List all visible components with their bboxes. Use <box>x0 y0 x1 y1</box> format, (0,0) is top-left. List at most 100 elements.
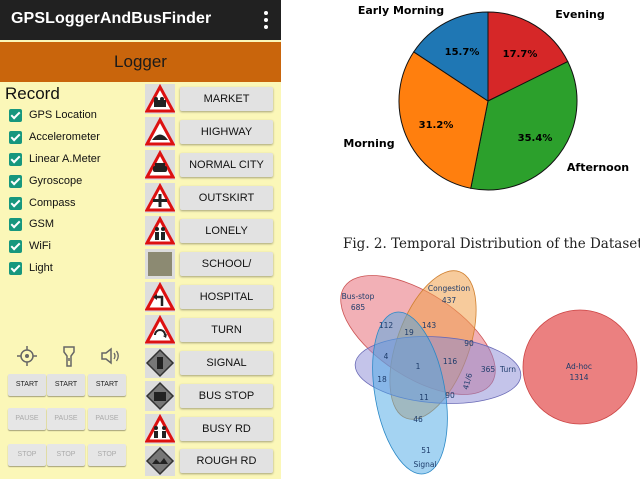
checkbox-icon[interactable] <box>9 261 22 275</box>
checkbox-label: Compass <box>29 197 76 209</box>
venn-count-bus-stop: 685 <box>351 303 366 312</box>
checkbox-icon[interactable] <box>9 108 22 122</box>
busy-road-button[interactable]: BUSY RD <box>180 417 273 441</box>
venn-region: 11 <box>419 393 429 402</box>
venn-region: 116 <box>443 357 458 366</box>
venn-region: 18 <box>377 375 387 384</box>
outskirt-button[interactable]: OUTSKIRT <box>180 186 273 210</box>
market-sign-icon[interactable] <box>145 84 175 114</box>
venn-set-ad-hoc <box>522 309 638 425</box>
highway-button[interactable]: HIGHWAY <box>180 120 273 144</box>
logger-banner: Logger <box>0 42 281 82</box>
pie-slice-evening <box>487 11 569 102</box>
venn-region: 90 <box>445 391 455 400</box>
checkbox-icon[interactable] <box>9 152 22 166</box>
checkbox-gyroscope[interactable]: Gyroscope <box>9 173 82 189</box>
checkbox-light[interactable]: Light <box>9 260 53 276</box>
venn-count-turn: 365 <box>481 365 496 374</box>
lonely-button[interactable]: LONELY <box>180 219 273 243</box>
venn-count-congestion: 437 <box>442 296 457 305</box>
overflow-menu-icon[interactable] <box>264 11 268 29</box>
venn-region: 1 <box>416 362 421 371</box>
venn-name-congestion: Congestion <box>428 284 470 293</box>
pie-pct-afternoon: 35.4% <box>518 133 553 144</box>
venn-region: 4 <box>384 352 389 361</box>
checkbox-compass[interactable]: Compass <box>9 195 75 211</box>
checkbox-wifi[interactable]: WiFi <box>9 238 51 254</box>
checkbox-icon[interactable] <box>9 174 22 188</box>
venn-region: 19 <box>404 328 414 337</box>
checkbox-linear-ameter[interactable]: Linear A.Meter <box>9 151 101 167</box>
turn-button[interactable]: TURN <box>180 318 273 342</box>
app-bar: GPSLoggerAndBusFinder <box>0 0 281 40</box>
bus-stop-diamond-icon[interactable] <box>145 381 175 411</box>
pause-button-sound[interactable]: PAUSE <box>88 408 126 430</box>
school-button[interactable]: SCHOOL/ <box>180 252 273 276</box>
city-car-sign-icon[interactable] <box>145 150 175 180</box>
normal-city-button[interactable]: NORMAL CITY <box>180 153 273 177</box>
checkbox-label: Light <box>29 262 53 274</box>
venn-region: 90 <box>464 339 474 348</box>
venn-name-turn: Turn <box>499 365 516 374</box>
venn-count-signal: 51 <box>421 446 431 455</box>
pie-pct-early-morning: 15.7% <box>445 47 480 58</box>
signal-diamond-icon[interactable] <box>145 348 175 378</box>
figure-caption: Fig. 2. Temporal Distribution of the Dat… <box>343 236 640 252</box>
pie-label-afternoon: Afternoon <box>567 161 629 174</box>
bus-stop-button[interactable]: BUS STOP <box>180 384 273 408</box>
stop-button-flash[interactable]: STOP <box>47 444 85 466</box>
start-button-gps[interactable]: START <box>8 374 46 396</box>
checkbox-icon[interactable] <box>9 239 22 253</box>
signal-button[interactable]: SIGNAL <box>180 351 273 375</box>
checkbox-icon[interactable] <box>9 217 22 231</box>
pie-slice-early-morning <box>413 11 489 102</box>
pie-label-evening: Evening <box>555 8 604 21</box>
pie-slice-morning <box>398 51 489 189</box>
venn-name-bus-stop: Bus-stop <box>342 292 375 301</box>
venn-name-ad-hoc: Ad-hoc <box>566 362 592 371</box>
record-title: Record <box>5 84 60 103</box>
stop-button-gps[interactable]: STOP <box>8 444 46 466</box>
app-title: GPSLoggerAndBusFinder <box>11 10 212 27</box>
venn-set-signal <box>372 311 448 475</box>
hospital-button[interactable]: HOSPITAL <box>180 285 273 309</box>
crossroad-sign-icon[interactable] <box>145 183 175 213</box>
rough-road-diamond-icon[interactable] <box>145 446 175 476</box>
rough-road-button[interactable]: ROUGH RD <box>180 449 273 473</box>
stop-button-sound[interactable]: STOP <box>88 444 126 466</box>
busy-road-sign-icon[interactable] <box>145 414 175 444</box>
checkbox-label: Gyroscope <box>29 175 83 187</box>
market-button[interactable]: MARKET <box>180 87 273 111</box>
checkbox-accelerometer[interactable]: Accelerometer <box>9 129 100 145</box>
venn-diagram: Bus-stop 685 Congestion 437 365 Turn 51 … <box>340 270 638 475</box>
phone-screenshot: GPSLoggerAndBusFinder Logger Record GPS … <box>0 0 281 479</box>
pie-label-morning: Morning <box>343 137 394 150</box>
pie-slice-afternoon <box>470 60 578 191</box>
highway-hump-sign-icon[interactable] <box>145 117 175 147</box>
checkbox-icon[interactable] <box>9 130 22 144</box>
turn-around-sign-icon[interactable] <box>145 315 175 345</box>
checkbox-gps-location[interactable]: GPS Location <box>9 107 97 123</box>
checkbox-icon[interactable] <box>9 196 22 210</box>
venn-region: 143 <box>422 321 437 330</box>
venn-count-ad-hoc: 1314 <box>569 373 588 382</box>
pie-label-early-morning: Early Morning <box>358 4 444 17</box>
pause-button-gps[interactable]: PAUSE <box>8 408 46 430</box>
checkbox-gsm[interactable]: GSM <box>9 216 54 232</box>
gps-crosshair-icon[interactable] <box>14 344 40 368</box>
start-button-sound[interactable]: START <box>88 374 126 396</box>
checkbox-label: GSM <box>29 218 55 230</box>
checkbox-label: WiFi <box>29 240 51 252</box>
flashlight-icon[interactable] <box>56 344 82 368</box>
turn-left-sign-icon[interactable] <box>145 282 175 312</box>
pause-button-flash[interactable]: PAUSE <box>47 408 85 430</box>
checkbox-label: Linear A.Meter <box>29 153 101 165</box>
pie-pct-evening: 17.7% <box>503 49 538 60</box>
pedestrian-sign-icon[interactable] <box>145 216 175 246</box>
pie-pct-morning: 31.2% <box>419 120 454 131</box>
venn-region: 41/6 <box>461 372 474 391</box>
start-button-flash[interactable]: START <box>47 374 85 396</box>
venn-region: 46 <box>413 415 423 424</box>
school-blank-icon[interactable] <box>145 249 175 279</box>
speaker-icon[interactable] <box>98 344 124 368</box>
